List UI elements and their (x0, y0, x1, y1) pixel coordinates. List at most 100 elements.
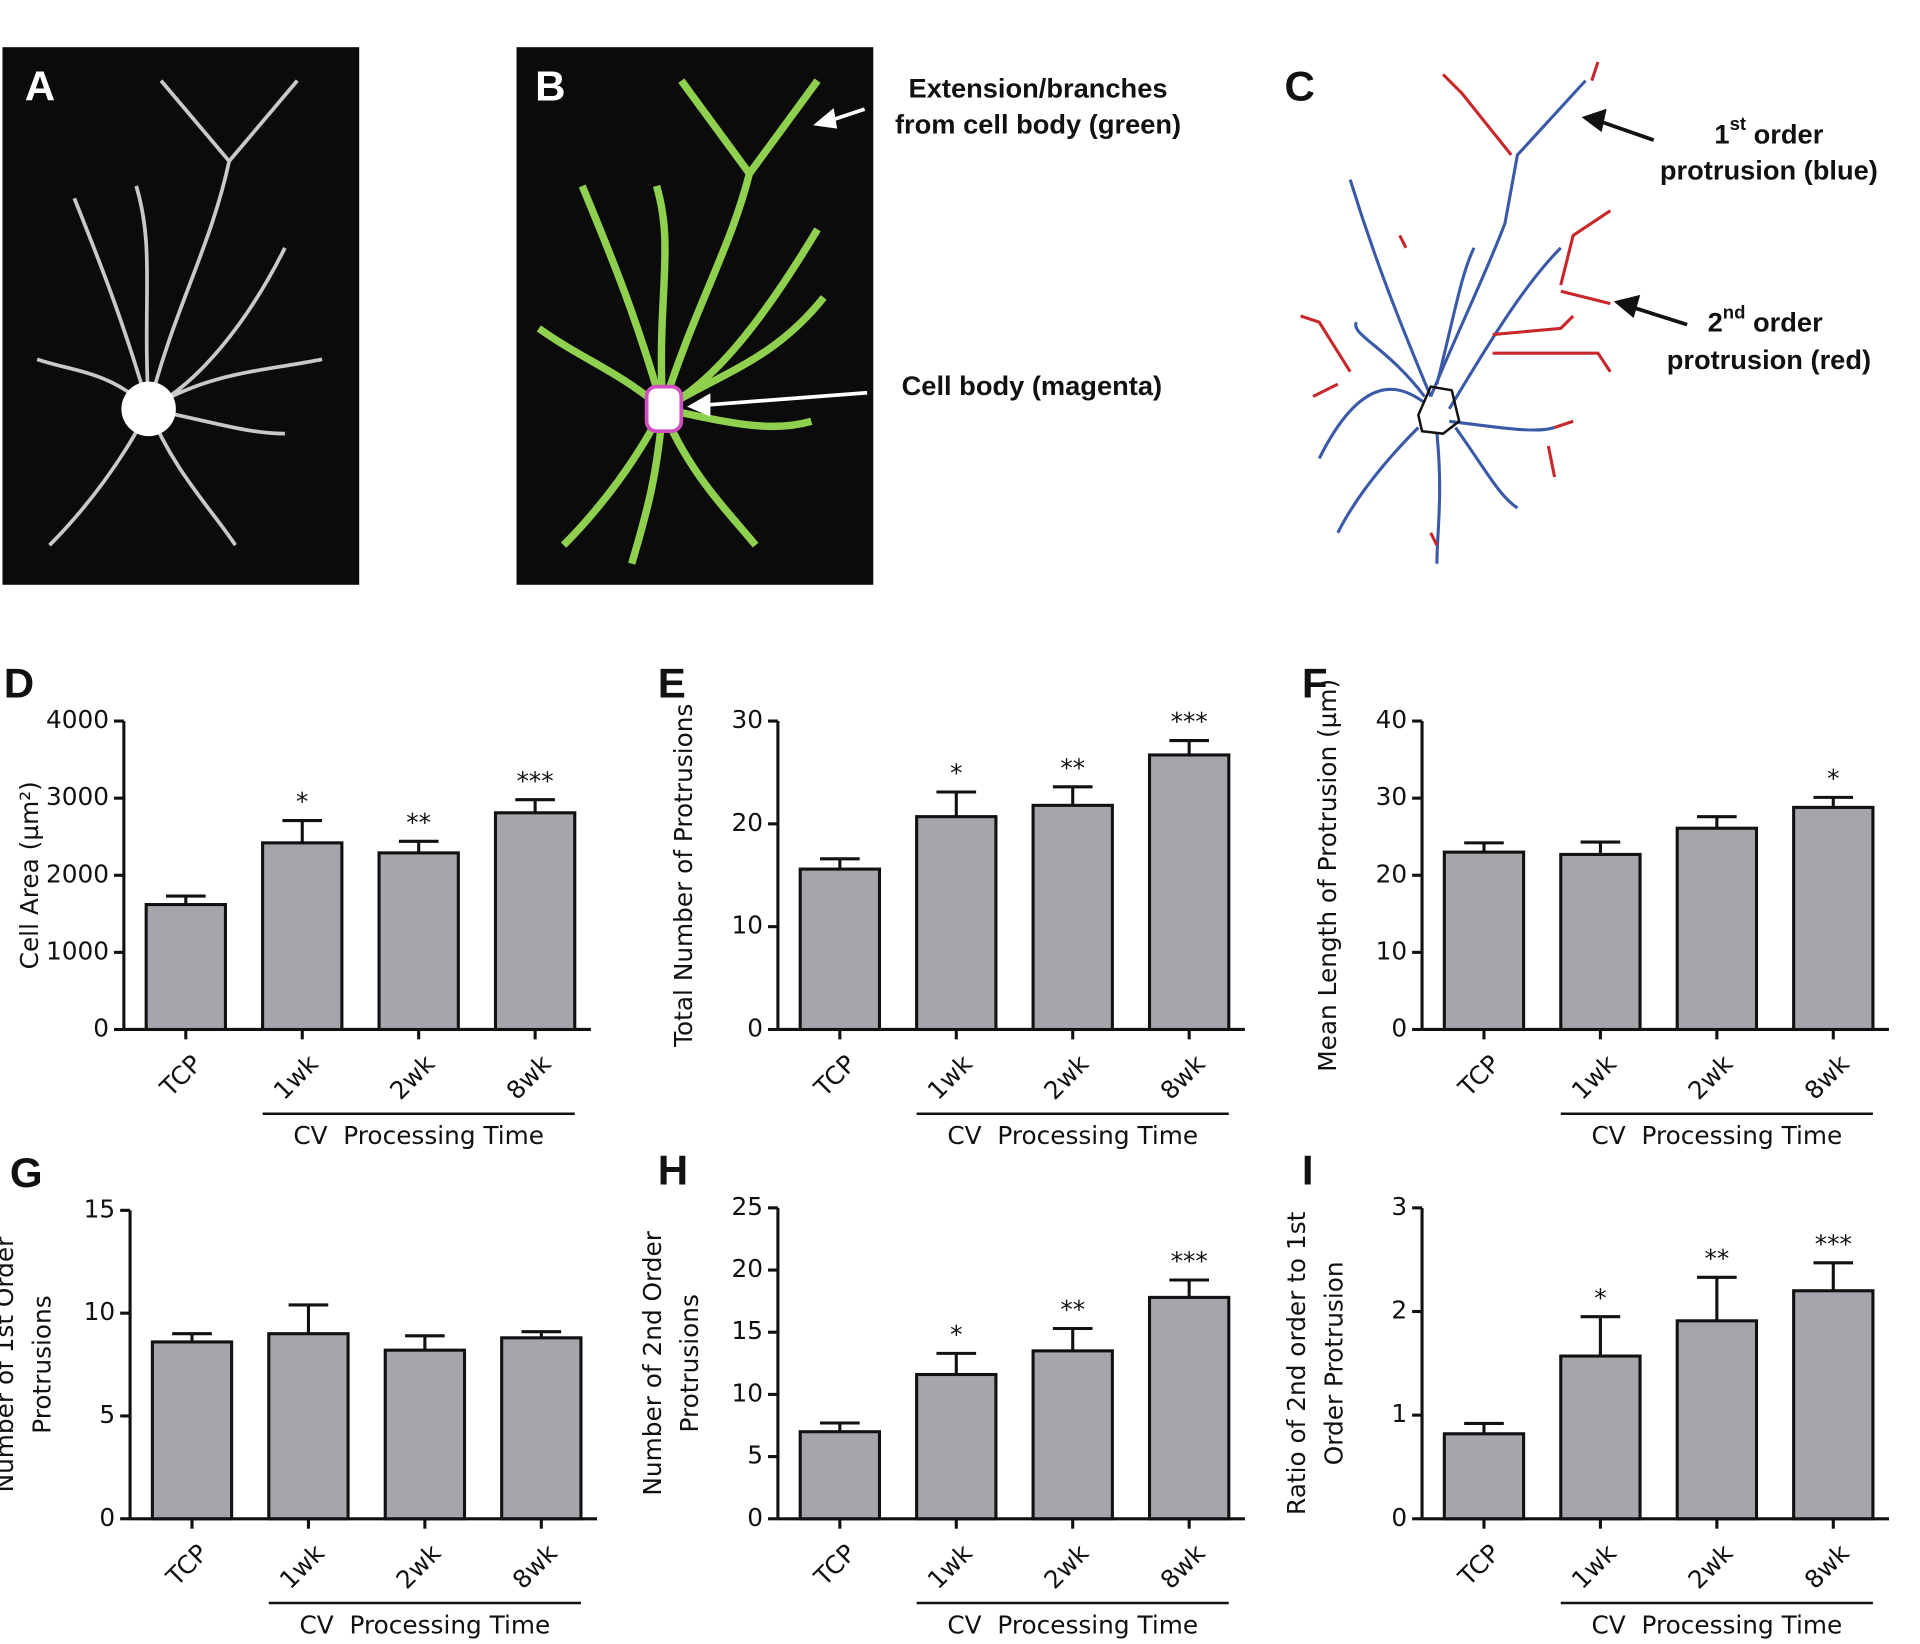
group-label: CV Processing Time (293, 1121, 544, 1150)
y-tick-label: 4000 (46, 705, 109, 734)
annotation-part: order (1746, 119, 1824, 150)
significance: ** (1704, 1244, 1729, 1273)
cell-body (121, 381, 176, 437)
x-tick-label: 1wk (922, 1049, 979, 1106)
annotation-part: 1 (1714, 119, 1729, 150)
annotation: Cell body (magenta) (902, 370, 1162, 401)
y-tick-label: 20 (732, 1254, 764, 1283)
bar (493, 811, 577, 1032)
x-tick-label: 1wk (268, 1049, 325, 1106)
significance: * (950, 1320, 962, 1349)
bar (1792, 1289, 1875, 1521)
x-tick-label: 2wk (384, 1049, 441, 1106)
significance: * (1594, 1283, 1606, 1312)
bar (1031, 803, 1114, 1032)
y-tick-label: 10 (1376, 936, 1408, 965)
y-axis-label: Protrusions (27, 1295, 56, 1433)
bar (1675, 826, 1759, 1032)
significance: ** (1060, 1295, 1085, 1324)
bar (1147, 753, 1231, 1032)
y-tick-label: 10 (732, 911, 764, 940)
x-tick-label: TCP (154, 1049, 208, 1103)
bar (144, 903, 227, 1032)
panel-letter: H (658, 1146, 688, 1193)
annotation: 2nd order (1708, 301, 1823, 337)
y-tick-label: 0 (1391, 1013, 1407, 1042)
arrows (1581, 108, 1688, 327)
y-tick-label: 0 (747, 1503, 763, 1532)
annotation: 1st order (1714, 113, 1823, 149)
annotation-part: st (1730, 113, 1747, 134)
x-tick-label: TCP (808, 1049, 862, 1103)
bar (1675, 1319, 1759, 1521)
annotation: Extension/branches (909, 73, 1168, 104)
panel-letter: F (1302, 659, 1328, 706)
bar (1559, 1354, 1642, 1521)
micrograph (2, 47, 360, 585)
y-axis-label: Number of 2nd Order (638, 1230, 667, 1495)
bar (1147, 1295, 1231, 1521)
y-tick-label: 0 (99, 1503, 115, 1532)
y-tick-label: 20 (1376, 859, 1408, 888)
y-axis-label: Order Protrusion (1319, 1261, 1348, 1465)
x-tick-label: TCP (1452, 1538, 1506, 1592)
x-tick-label: 1wk (274, 1538, 331, 1595)
y-tick-label: 2 (1391, 1295, 1407, 1324)
y-tick-label: 3 (1391, 1192, 1407, 1221)
y-tick-label: 15 (732, 1316, 764, 1345)
significance: ** (406, 808, 431, 837)
significance: *** (1171, 707, 1208, 736)
bar (798, 1430, 882, 1521)
y-axis-label: Mean Length of Protrusion (µm) (1313, 679, 1342, 1072)
bar (500, 1336, 583, 1521)
group-label: CV Processing Time (947, 1611, 1198, 1640)
bar (267, 1332, 350, 1521)
group-label: CV Processing Time (947, 1121, 1198, 1150)
x-tick-label: TCP (808, 1538, 862, 1592)
significance: *** (517, 766, 554, 795)
bar (1442, 850, 1526, 1032)
bar (383, 1348, 467, 1521)
x-tick-label: 2wk (1038, 1049, 1095, 1106)
group-label: CV Processing Time (1591, 1121, 1842, 1150)
bar (1442, 1432, 1526, 1521)
x-tick-label: 2wk (1682, 1049, 1739, 1106)
annotation: from cell body (green) (895, 109, 1181, 140)
y-tick-label: 20 (732, 808, 764, 837)
y-tick-label: 0 (93, 1013, 109, 1042)
group-label: CV Processing Time (1591, 1611, 1842, 1640)
x-tick-label: TCP (1452, 1049, 1506, 1103)
y-axis-label: Total Number of Protrusions (669, 704, 698, 1048)
x-tick-label: 8wk (501, 1049, 558, 1106)
panel-letter: I (1302, 1146, 1314, 1193)
annotation: protrusion (red) (1667, 344, 1871, 375)
bar (798, 867, 882, 1032)
significance: *** (1171, 1247, 1208, 1276)
significance: * (950, 759, 962, 788)
y-tick-label: 30 (732, 705, 764, 734)
bar (150, 1340, 234, 1521)
y-tick-label: 10 (732, 1378, 764, 1407)
y-tick-label: 30 (1376, 782, 1408, 811)
y-tick-label: 1000 (46, 936, 109, 965)
panel-b: B Extension/branches from cell body (gre… (516, 47, 1181, 585)
second-order (1300, 61, 1612, 546)
bar (1792, 805, 1875, 1032)
significance: *** (1815, 1229, 1852, 1258)
first-order (1317, 79, 1587, 564)
panel-letter: C (1285, 62, 1315, 109)
x-tick-label: 2wk (1038, 1538, 1095, 1595)
x-tick-label: TCP (160, 1538, 214, 1592)
y-tick-label: 2000 (46, 859, 109, 888)
y-axis-label: Cell Area (µm²) (15, 781, 44, 969)
annotation-part: 2 (1708, 307, 1723, 338)
y-axis-label: Number of 1st Order (0, 1236, 19, 1493)
significance: * (296, 787, 308, 816)
y-tick-label: 3000 (46, 782, 109, 811)
significance: ** (1060, 754, 1085, 783)
panel-c: C 1st order protrusion (blue) 2nd order … (1285, 61, 1878, 564)
cell-body (1417, 385, 1461, 435)
x-tick-label: 8wk (1799, 1538, 1856, 1595)
y-axis-label: Protrusions (675, 1294, 704, 1432)
